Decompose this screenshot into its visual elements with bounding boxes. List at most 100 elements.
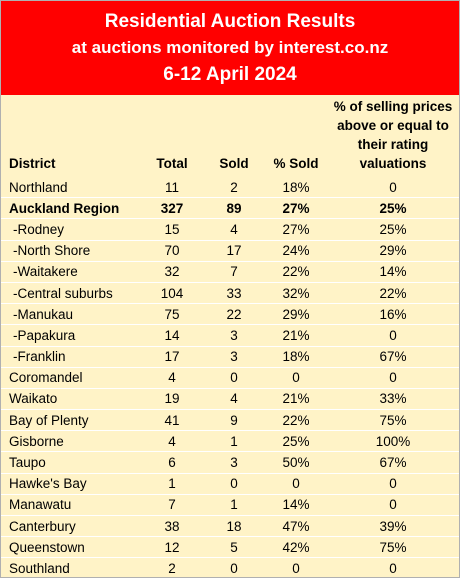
table-row: -Papakura 14 3 21% 0 [1,324,459,347]
cell-total: 327 [141,197,203,220]
table-row: -North Shore 70 17 24% 29% [1,240,459,262]
cell-total: 41 [141,409,203,432]
cell-above-rv: 0 [327,557,459,577]
cell-above-rv: 16% [327,303,459,326]
cell-above-rv: 14% [327,261,459,283]
table-row: -Central suburbs 104 33 32% 22% [1,282,459,305]
cell-pct-sold: 25% [265,430,327,453]
cell-pct-sold: 47% [265,515,327,538]
cell-above-rv: 75% [327,536,459,559]
column-header-pct-sold: % Sold [273,156,319,171]
cell-district: Hawke's Bay [1,473,141,495]
cell-pct-sold: 0 [265,367,327,389]
cell-district: -North Shore [1,240,141,262]
table-row: Bay of Plenty 41 9 22% 75% [1,409,459,432]
cell-total: 4 [141,430,203,453]
cell-district: Waikato [1,388,141,411]
cell-total: 15 [141,218,203,241]
column-header-district: District [9,156,56,171]
table-row: -Waitakere 32 7 22% 14% [1,261,459,283]
cell-above-rv: 33% [327,388,459,411]
cell-district: Auckland Region [1,197,141,220]
cell-above-rv: 25% [327,218,459,241]
cell-sold: 17 [203,240,265,262]
table-row: Canterbury 38 18 47% 39% [1,515,459,538]
cell-district: -Papakura [1,324,141,347]
cell-total: 38 [141,515,203,538]
cell-pct-sold: 0 [265,473,327,495]
cell-pct-sold: 27% [265,197,327,220]
cell-sold: 7 [203,261,265,283]
cell-above-rv: 29% [327,240,459,262]
cell-total: 14 [141,324,203,347]
cell-district: Coromandel [1,367,141,389]
cell-pct-sold: 0 [265,557,327,577]
table-row: Southland 2 0 0 0 [1,557,459,577]
date-range: 6-12 April 2024 [163,64,297,85]
cell-sold: 4 [203,388,265,411]
table-row: Taupo 6 3 50% 67% [1,451,459,474]
table-row: Queenstown 12 5 42% 75% [1,536,459,559]
column-header-above-rv: % of selling prices above or equal to th… [333,99,453,171]
cell-pct-sold: 27% [265,218,327,241]
cell-total: 70 [141,240,203,262]
cell-total: 1 [141,473,203,495]
cell-sold: 18 [203,515,265,538]
table-row: Gisborne 4 1 25% 100% [1,430,459,453]
cell-pct-sold: 32% [265,282,327,305]
table-row: -Manukau 75 22 29% 16% [1,303,459,326]
table-row: Hawke's Bay 1 0 0 0 [1,473,459,495]
cell-total: 32 [141,261,203,283]
title-banner: Residential Auction Results at auctions … [1,1,459,95]
cell-above-rv: 22% [327,282,459,305]
cell-district: Canterbury [1,515,141,538]
cell-pct-sold: 21% [265,324,327,347]
subtitle: at auctions monitored by interest.co.nz [71,38,389,57]
cell-district: Bay of Plenty [1,409,141,432]
cell-sold: 22 [203,303,265,326]
cell-pct-sold: 14% [265,494,327,517]
cell-sold: 89 [203,197,265,220]
cell-sold: 3 [203,324,265,347]
table-row: -Rodney 15 4 27% 25% [1,218,459,241]
cell-district: Northland [1,177,141,199]
cell-pct-sold: 29% [265,303,327,326]
cell-total: 12 [141,536,203,559]
cell-above-rv: 0 [327,494,459,517]
cell-pct-sold: 24% [265,240,327,262]
table-row: -Franklin 17 3 18% 67% [1,346,459,368]
title: Residential Auction Results [104,11,356,32]
table-row: Manawatu 7 1 14% 0 [1,494,459,517]
cell-pct-sold: 22% [265,409,327,432]
cell-pct-sold: 18% [265,177,327,199]
cell-above-rv: 67% [327,451,459,474]
cell-above-rv: 0 [327,177,459,199]
cell-above-rv: 67% [327,346,459,368]
cell-sold: 3 [203,451,265,474]
table-row: Northland 11 2 18% 0 [1,177,459,199]
cell-district: Manawatu [1,494,141,517]
cell-district: -Franklin [1,346,141,368]
cell-sold: 0 [203,367,265,389]
cell-pct-sold: 22% [265,261,327,283]
cell-pct-sold: 50% [265,451,327,474]
column-header-total: Total [156,156,188,171]
cell-total: 2 [141,557,203,577]
cell-sold: 3 [203,346,265,368]
cell-sold: 9 [203,409,265,432]
cell-district: Taupo [1,451,141,474]
cell-total: 104 [141,282,203,305]
cell-total: 19 [141,388,203,411]
cell-sold: 4 [203,218,265,241]
cell-district: -Rodney [1,218,141,241]
cell-sold: 1 [203,494,265,517]
column-header-sold: Sold [219,156,249,171]
cell-district: Queenstown [1,536,141,559]
table-row: Auckland Region 327 89 27% 25% [1,197,459,220]
cell-sold: 0 [203,473,265,495]
cell-sold: 1 [203,430,265,453]
cell-pct-sold: 21% [265,388,327,411]
cell-total: 7 [141,494,203,517]
cell-above-rv: 39% [327,515,459,538]
